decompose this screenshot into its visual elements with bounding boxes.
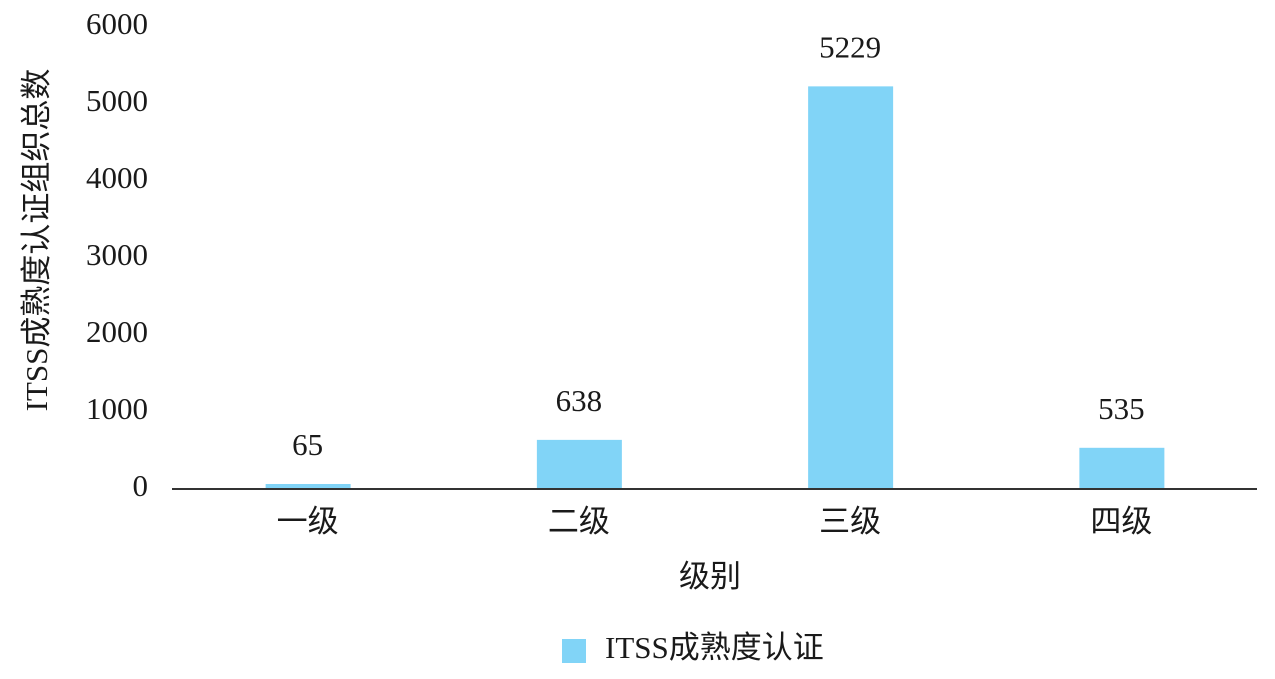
data-label: 535 (1098, 391, 1145, 426)
y-tick-label: 6000 (86, 6, 148, 41)
y-tick-label: 2000 (86, 314, 148, 349)
x-tick-label: 三级 (819, 504, 881, 539)
y-axis-title: ITSS成熟度认证组织总数 (19, 69, 54, 412)
x-tick-label: 四级 (1090, 504, 1152, 539)
data-label: 5229 (819, 29, 881, 64)
y-tick-label: 3000 (86, 237, 148, 272)
y-tick-label: 0 (133, 468, 149, 503)
y-tick-label: 1000 (86, 391, 148, 426)
x-tick-label: 一级 (277, 504, 339, 539)
bar (536, 439, 622, 489)
legend-swatch (562, 639, 586, 663)
bar (808, 86, 894, 489)
y-tick-label: 5000 (86, 83, 148, 118)
data-label: 65 (292, 427, 323, 462)
y-tick-label: 4000 (86, 160, 148, 195)
x-tick-label: 二级 (548, 504, 610, 539)
bar (265, 483, 351, 489)
bar (1079, 447, 1165, 489)
legend-label: ITSS成熟度认证 (605, 630, 824, 665)
data-label: 638 (556, 383, 603, 418)
x-axis-title: 级别 (679, 559, 741, 594)
